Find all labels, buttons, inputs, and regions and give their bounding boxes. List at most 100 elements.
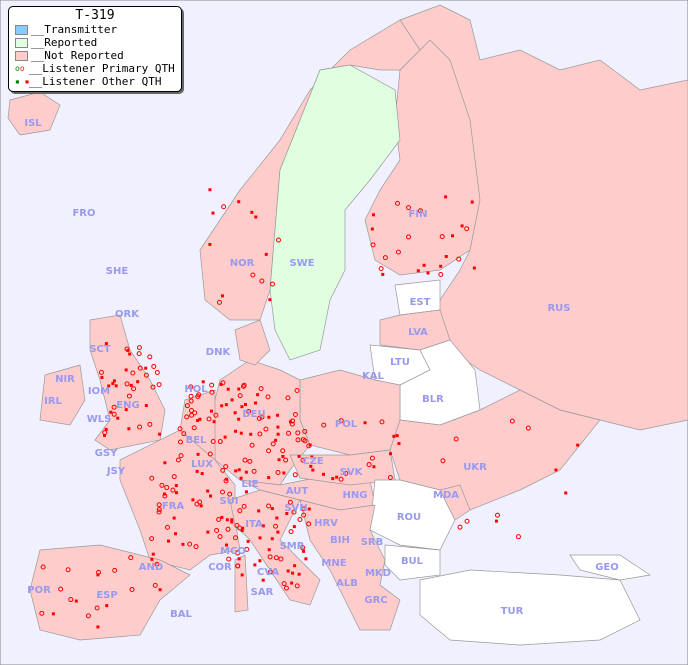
listener-other-marker [397, 442, 401, 446]
listener-other-marker [285, 512, 289, 516]
country-label-nir: NIR [55, 374, 75, 385]
listener-other-marker [244, 470, 248, 474]
listener-primary-marker [128, 555, 134, 561]
listener-primary-marker [193, 544, 199, 550]
listener-other-marker [233, 411, 237, 415]
listener-primary-marker [159, 482, 165, 488]
listener-other-marker [150, 557, 154, 561]
listener-primary-marker [273, 555, 279, 561]
listener-primary-marker [188, 398, 194, 404]
listener-primary-marker [98, 369, 104, 375]
listener-other-marker [112, 379, 116, 383]
listener-other-marker [240, 405, 244, 409]
listener-primary-marker [235, 550, 241, 556]
country-label-isl: ISL [24, 118, 42, 129]
listener-other-marker [198, 417, 202, 421]
country-label-geo: GEO [595, 562, 619, 573]
listener-primary-marker [509, 418, 515, 424]
country-ireland [39, 364, 86, 426]
listener-other-marker [136, 380, 140, 384]
listener-other-marker [223, 435, 227, 439]
legend-label: __Transmitter [31, 23, 118, 36]
country-label-hrv: HRV [314, 518, 338, 529]
listener-other-marker [261, 578, 265, 582]
listener-primary-marker [394, 200, 400, 206]
listener-primary-marker [246, 408, 252, 414]
listener-other-marker [264, 252, 268, 256]
listener-primary-marker [154, 561, 160, 567]
listener-other-marker [274, 438, 278, 442]
listener-primary-marker [257, 431, 263, 437]
listener-primary-marker [237, 508, 243, 514]
country-label-svk: SVK [340, 467, 364, 478]
listener-other-marker [297, 572, 301, 576]
country-label-ukr: UKR [463, 462, 487, 473]
listener-other-marker [105, 604, 109, 608]
listener-other-marker [104, 342, 108, 346]
listener-primary-marker [338, 418, 344, 424]
listener-other-marker [267, 415, 271, 419]
listener-other-marker [257, 509, 261, 513]
listener-primary-marker [302, 428, 308, 434]
listener-other-marker [422, 263, 426, 267]
country-label-deu: DEU [242, 409, 265, 420]
listener-primary-marker [283, 585, 289, 591]
listener-other-marker [310, 455, 314, 459]
listener-other-marker [128, 352, 132, 356]
listener-primary-marker [177, 426, 183, 432]
listener-other-marker [225, 518, 229, 522]
listener-other-marker [370, 227, 374, 231]
listener-other-marker [250, 210, 254, 214]
listener-other-marker [268, 298, 272, 302]
listener-other-marker [172, 516, 176, 520]
listener-other-marker [126, 348, 130, 352]
country-label-and: AND [139, 562, 163, 573]
listener-primary-marker [280, 448, 286, 454]
listener-other-marker [290, 581, 294, 585]
listener-other-marker [167, 539, 171, 543]
listener-other-marker [277, 458, 281, 462]
listener-other-marker [439, 264, 443, 268]
listener-primary-marker [137, 424, 143, 430]
listener-primary-marker [244, 546, 250, 552]
country-label-bih: BIH [330, 535, 350, 546]
listener-primary-marker [438, 272, 444, 278]
listener-primary-marker [214, 527, 220, 533]
listener-primary-marker [286, 430, 292, 436]
listener-other-marker [206, 489, 210, 493]
country-label-fin: FIN [409, 209, 428, 220]
listener-other-marker [230, 518, 234, 522]
listener-primary-marker [188, 393, 194, 399]
listener-primary-marker [295, 437, 301, 443]
listener-other-marker [100, 375, 104, 379]
listener-primary-marker [267, 569, 273, 575]
listener-other-marker [270, 537, 274, 541]
listener-primary-marker [278, 556, 284, 562]
listener-primary-marker [232, 535, 238, 541]
country-label-rou: ROU [397, 512, 421, 523]
listener-other-marker [276, 413, 280, 417]
country-label-srb: SRB [361, 537, 384, 548]
listener-other-marker [199, 504, 203, 508]
listener-primary-marker [321, 422, 327, 428]
country-label-bul: BUL [401, 556, 424, 567]
country-france [119, 429, 241, 571]
country-poland [299, 369, 401, 456]
listener-other-marker [144, 366, 148, 370]
country-label-she: SHE [106, 266, 129, 277]
listener-primary-marker [266, 503, 272, 509]
country-label-mkd: MKD [365, 568, 391, 579]
listener-primary-marker [96, 569, 102, 575]
listener-other-marker [109, 410, 113, 414]
listener-other-marker [212, 420, 216, 424]
country-label-sui: SUI [219, 496, 238, 507]
country-label-cva: CVA [257, 567, 279, 578]
listener-primary-marker [369, 455, 375, 461]
listener-other-marker [209, 494, 213, 498]
listener-other-marker [564, 491, 568, 495]
listener-primary-marker [370, 242, 376, 248]
listener-primary-marker [464, 226, 470, 232]
listener-primary-marker [464, 518, 470, 524]
listener-primary-marker [206, 416, 212, 422]
